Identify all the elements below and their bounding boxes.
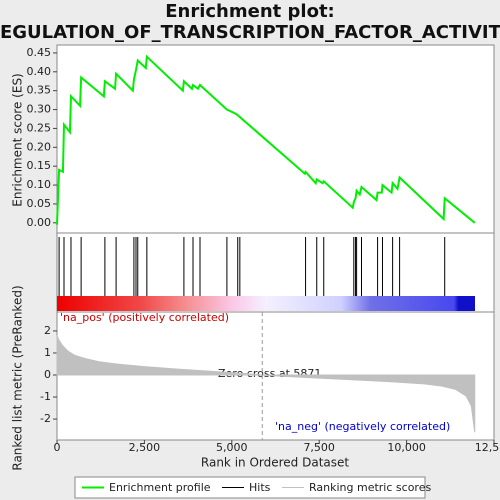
y-axis-title: Enrichment score (ES) xyxy=(11,73,25,206)
y-tick-label: 0.30 xyxy=(27,103,52,116)
y-axis-title: Ranked list metric (PreRanked) xyxy=(11,285,25,470)
y-tick-label: 0.45 xyxy=(27,46,52,59)
x-tick-label: 10,000 xyxy=(387,441,426,454)
x-tick-label: 5,000 xyxy=(216,441,248,454)
y-tick-label: 0.15 xyxy=(27,159,52,172)
y-tick-label: 1 xyxy=(44,346,51,359)
legend-label: Hits xyxy=(249,481,271,494)
legend xyxy=(74,476,426,499)
legend-label: Enrichment profile xyxy=(109,481,211,494)
y-tick-label: 0.25 xyxy=(27,121,52,134)
y-tick-label: 0.20 xyxy=(27,140,52,153)
metric-area xyxy=(56,335,476,433)
x-tick-label: 2,500 xyxy=(129,441,161,454)
es-panel xyxy=(56,44,495,234)
y-tick-label: 0.35 xyxy=(27,84,52,97)
es-curve xyxy=(56,54,476,225)
pos-label: 'na_pos' (positively correlated) xyxy=(60,311,229,324)
x-axis-title: Rank in Ordered Dataset xyxy=(201,456,349,470)
y-tick-label: 2 xyxy=(44,324,51,337)
rank-color-bar xyxy=(57,296,475,311)
neg-label: 'na_neg' (negatively correlated) xyxy=(275,420,450,433)
y-tick-label: 0.05 xyxy=(27,197,52,210)
title-line: Enrichment plot: xyxy=(165,1,335,22)
x-tick-label: 7,500 xyxy=(303,441,335,454)
x-tick-label: 0 xyxy=(54,441,61,454)
legend-label: Ranking metric scores xyxy=(309,481,431,494)
y-tick-label: 0 xyxy=(44,368,51,381)
title-line: REGULATION_OF_TRANSCRIPTION_FACTOR_ACTIV… xyxy=(0,22,500,43)
y-tick-label: 0.10 xyxy=(27,178,52,191)
y-tick-label: 0.00 xyxy=(27,216,52,229)
y-tick-label: -1 xyxy=(40,390,51,403)
y-tick-label: -2 xyxy=(40,412,51,425)
x-tick-label: 12,500 xyxy=(475,441,500,454)
y-tick-label: 0.40 xyxy=(27,65,52,78)
